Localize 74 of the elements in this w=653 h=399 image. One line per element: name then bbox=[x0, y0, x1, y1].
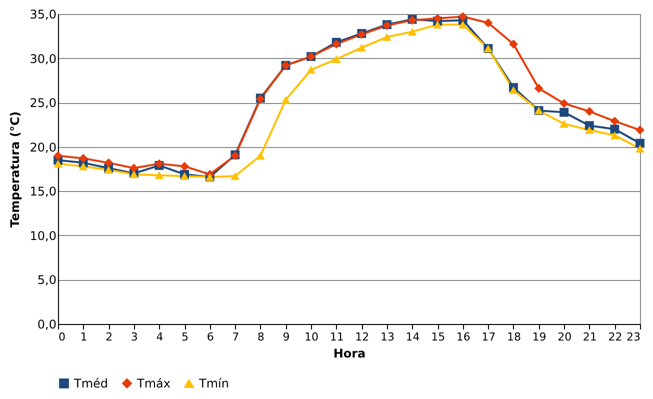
point bbox=[104, 166, 114, 174]
x-tick-label: 9 bbox=[282, 330, 290, 344]
point bbox=[78, 162, 88, 170]
point bbox=[180, 172, 189, 180]
x-tick-label: 14 bbox=[406, 330, 420, 344]
point bbox=[78, 154, 88, 163]
x-tick-label: 7 bbox=[232, 330, 240, 344]
point bbox=[357, 44, 366, 52]
point bbox=[509, 86, 518, 94]
point bbox=[180, 162, 189, 171]
point bbox=[610, 131, 620, 140]
point bbox=[636, 144, 644, 152]
point bbox=[281, 96, 290, 104]
point bbox=[484, 18, 493, 28]
point bbox=[636, 126, 644, 134]
point bbox=[560, 108, 569, 117]
point bbox=[560, 120, 569, 128]
point bbox=[534, 84, 544, 93]
y-tick-label: 0,0 bbox=[37, 318, 56, 332]
point bbox=[433, 20, 442, 28]
point bbox=[332, 55, 341, 64]
point bbox=[584, 106, 594, 116]
x-tick-label: 3 bbox=[130, 330, 138, 344]
x-tick-label: 0 bbox=[58, 330, 66, 344]
x-tick-label: 12 bbox=[355, 330, 370, 344]
x-tick-label: 2 bbox=[106, 330, 113, 344]
x-tick-label: 22 bbox=[608, 330, 622, 344]
y-tick-label: 25,0 bbox=[30, 96, 56, 110]
y-tick-label: 35,0 bbox=[30, 8, 56, 22]
y-tick-label: 30,0 bbox=[30, 52, 56, 66]
legend-label: Tmáx bbox=[136, 376, 170, 390]
x-tick-label: 23 bbox=[626, 330, 640, 344]
y-tick-label: 15,0 bbox=[30, 184, 56, 199]
point bbox=[408, 28, 417, 36]
x-tick-label: 11 bbox=[330, 330, 344, 344]
point bbox=[433, 14, 442, 23]
point bbox=[584, 126, 594, 134]
x-tick-label: 15 bbox=[431, 330, 446, 344]
x-tick-label: 1 bbox=[80, 330, 88, 344]
point bbox=[382, 33, 392, 41]
x-tick-label: 16 bbox=[456, 330, 470, 344]
x-tick-label: 20 bbox=[558, 330, 572, 344]
x-tick-label: 5 bbox=[182, 330, 189, 344]
y-tick-label: 10,0 bbox=[30, 228, 56, 243]
x-tick-label: 10 bbox=[304, 330, 319, 344]
x-tick-label: 8 bbox=[257, 330, 264, 344]
point bbox=[610, 124, 620, 134]
point bbox=[509, 40, 518, 49]
x-tick-label: 6 bbox=[206, 330, 214, 344]
point bbox=[129, 164, 138, 173]
x-tick-label: 18 bbox=[506, 330, 521, 344]
x-tick-label: 4 bbox=[156, 330, 164, 344]
x-tick-label: 21 bbox=[582, 330, 597, 344]
y-tick-label: 5,0 bbox=[37, 273, 56, 288]
point bbox=[458, 12, 468, 22]
point bbox=[636, 138, 644, 148]
x-tick-label: 19 bbox=[532, 330, 546, 344]
point bbox=[458, 20, 468, 28]
point bbox=[306, 66, 316, 74]
x-tick-label: 17 bbox=[482, 330, 496, 344]
legend-label: Tmín bbox=[198, 376, 229, 391]
point bbox=[54, 151, 62, 160]
x-axis-title: Hora bbox=[333, 346, 366, 360]
y-axis-title: Temperatura (°C) bbox=[8, 111, 22, 228]
point bbox=[54, 160, 62, 168]
point bbox=[154, 171, 164, 180]
point bbox=[230, 172, 240, 180]
point bbox=[256, 152, 265, 160]
legend-label: Tméd bbox=[73, 376, 108, 390]
point bbox=[560, 98, 569, 108]
point bbox=[104, 158, 114, 168]
x-tick-label: 13 bbox=[380, 330, 394, 344]
point bbox=[610, 116, 620, 126]
y-tick-label: 20,0 bbox=[30, 140, 56, 154]
